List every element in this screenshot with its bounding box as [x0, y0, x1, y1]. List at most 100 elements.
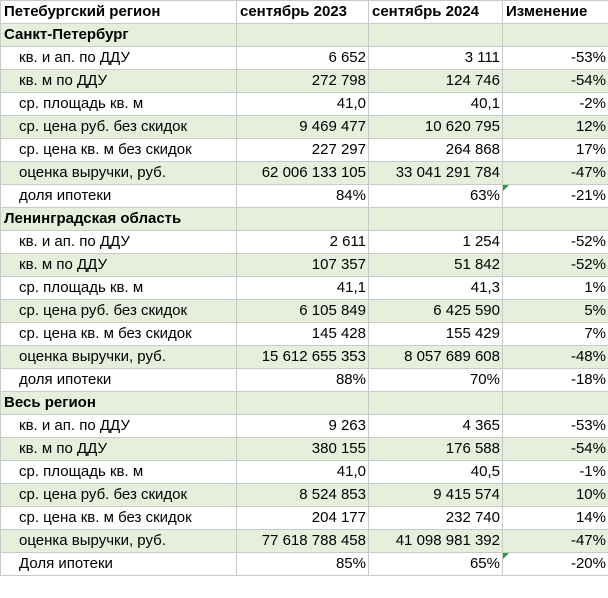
value-change[interactable]: -18%	[502, 368, 608, 392]
value-2023[interactable]: 9 263	[236, 414, 369, 438]
value-change[interactable]: -1%	[502, 460, 608, 484]
header-sep-2023[interactable]: сентябрь 2023	[236, 0, 369, 24]
value-2024[interactable]: 232 740	[368, 506, 503, 530]
value-2023[interactable]: 41,0	[236, 92, 369, 116]
value-2024[interactable]: 65%	[368, 552, 503, 576]
row-label[interactable]: кв. м по ДДУ	[0, 69, 237, 93]
row-label[interactable]: оценка выручки, руб.	[0, 161, 237, 185]
value-change[interactable]: 5%	[502, 299, 608, 323]
value-change[interactable]: -53%	[502, 46, 608, 70]
section-title[interactable]: Ленинградская область	[0, 207, 237, 231]
value-change[interactable]: -52%	[502, 253, 608, 277]
value-2023[interactable]: 6 105 849	[236, 299, 369, 323]
value-2024[interactable]: 1 254	[368, 230, 503, 254]
row-label[interactable]: ср. цена руб. без скидок	[0, 115, 237, 139]
row-label[interactable]: ср. цена кв. м без скидок	[0, 138, 237, 162]
row-label[interactable]: кв. и ап. по ДДУ	[0, 414, 237, 438]
value-change[interactable]: 7%	[502, 322, 608, 346]
header-sep-2024[interactable]: сентябрь 2024	[368, 0, 503, 24]
value-2024[interactable]: 63%	[368, 184, 503, 208]
section-title[interactable]: Санкт-Петербург	[0, 23, 237, 47]
row-label[interactable]: Доля ипотеки	[0, 552, 237, 576]
empty-cell[interactable]	[236, 207, 369, 231]
value-2024[interactable]: 33 041 291 784	[368, 161, 503, 185]
row-label[interactable]: оценка выручки, руб.	[0, 529, 237, 553]
row-label[interactable]: кв. м по ДДУ	[0, 253, 237, 277]
empty-cell[interactable]	[368, 391, 503, 415]
empty-cell[interactable]	[236, 23, 369, 47]
value-2024[interactable]: 3 111	[368, 46, 503, 70]
value-2023[interactable]: 145 428	[236, 322, 369, 346]
value-change[interactable]: 12%	[502, 115, 608, 139]
value-change[interactable]: 10%	[502, 483, 608, 507]
row-label[interactable]: ср. цена кв. м без скидок	[0, 322, 237, 346]
value-change[interactable]: -21%	[502, 184, 608, 208]
row-label[interactable]: ср. площадь кв. м	[0, 460, 237, 484]
row-label[interactable]: ср. площадь кв. м	[0, 92, 237, 116]
value-change[interactable]: -48%	[502, 345, 608, 369]
value-2024[interactable]: 41,3	[368, 276, 503, 300]
value-2024[interactable]: 4 365	[368, 414, 503, 438]
value-2023[interactable]: 85%	[236, 552, 369, 576]
value-2024[interactable]: 124 746	[368, 69, 503, 93]
value-change[interactable]: -47%	[502, 529, 608, 553]
value-change[interactable]: -54%	[502, 69, 608, 93]
section-title[interactable]: Весь регион	[0, 391, 237, 415]
value-2024[interactable]: 10 620 795	[368, 115, 503, 139]
value-2024[interactable]: 41 098 981 392	[368, 529, 503, 553]
value-2023[interactable]: 8 524 853	[236, 483, 369, 507]
value-change[interactable]: -2%	[502, 92, 608, 116]
row-label[interactable]: кв. и ап. по ДДУ	[0, 230, 237, 254]
row-label[interactable]: доля ипотеки	[0, 368, 237, 392]
header-region[interactable]: Петебургский регион	[0, 0, 237, 24]
value-2024[interactable]: 9 415 574	[368, 483, 503, 507]
value-2024[interactable]: 6 425 590	[368, 299, 503, 323]
value-2023[interactable]: 15 612 655 353	[236, 345, 369, 369]
value-change[interactable]: -47%	[502, 161, 608, 185]
value-2023[interactable]: 77 618 788 458	[236, 529, 369, 553]
value-change[interactable]: -52%	[502, 230, 608, 254]
empty-cell[interactable]	[502, 23, 608, 47]
value-2023[interactable]: 88%	[236, 368, 369, 392]
value-2024[interactable]: 264 868	[368, 138, 503, 162]
value-2024[interactable]: 51 842	[368, 253, 503, 277]
row-label[interactable]: оценка выручки, руб.	[0, 345, 237, 369]
value-change[interactable]: -20%	[502, 552, 608, 576]
value-2023[interactable]: 41,0	[236, 460, 369, 484]
value-2023[interactable]: 204 177	[236, 506, 369, 530]
empty-cell[interactable]	[368, 207, 503, 231]
row-label[interactable]: доля ипотеки	[0, 184, 237, 208]
value-2024[interactable]: 8 057 689 608	[368, 345, 503, 369]
value-2023[interactable]: 84%	[236, 184, 369, 208]
value-2023[interactable]: 62 006 133 105	[236, 161, 369, 185]
value-2023[interactable]: 107 357	[236, 253, 369, 277]
value-2023[interactable]: 9 469 477	[236, 115, 369, 139]
row-label[interactable]: ср. площадь кв. м	[0, 276, 237, 300]
value-2024[interactable]: 155 429	[368, 322, 503, 346]
row-label[interactable]: кв. м по ДДУ	[0, 437, 237, 461]
row-label[interactable]: кв. и ап. по ДДУ	[0, 46, 237, 70]
row-label[interactable]: ср. цена руб. без скидок	[0, 483, 237, 507]
value-2024[interactable]: 40,1	[368, 92, 503, 116]
value-change[interactable]: -54%	[502, 437, 608, 461]
value-2023[interactable]: 380 155	[236, 437, 369, 461]
value-change[interactable]: 1%	[502, 276, 608, 300]
value-2024[interactable]: 176 588	[368, 437, 503, 461]
header-change[interactable]: Изменение	[502, 0, 608, 24]
value-2023[interactable]: 41,1	[236, 276, 369, 300]
value-change[interactable]: -53%	[502, 414, 608, 438]
row-label[interactable]: ср. цена руб. без скидок	[0, 299, 237, 323]
empty-cell[interactable]	[368, 23, 503, 47]
value-change[interactable]: 14%	[502, 506, 608, 530]
empty-cell[interactable]	[236, 391, 369, 415]
empty-cell[interactable]	[502, 391, 608, 415]
empty-cell[interactable]	[502, 207, 608, 231]
value-2024[interactable]: 40,5	[368, 460, 503, 484]
value-2023[interactable]: 227 297	[236, 138, 369, 162]
value-2023[interactable]: 6 652	[236, 46, 369, 70]
value-2024[interactable]: 70%	[368, 368, 503, 392]
value-change[interactable]: 17%	[502, 138, 608, 162]
value-2023[interactable]: 272 798	[236, 69, 369, 93]
value-2023[interactable]: 2 611	[236, 230, 369, 254]
row-label[interactable]: ср. цена кв. м без скидок	[0, 506, 237, 530]
